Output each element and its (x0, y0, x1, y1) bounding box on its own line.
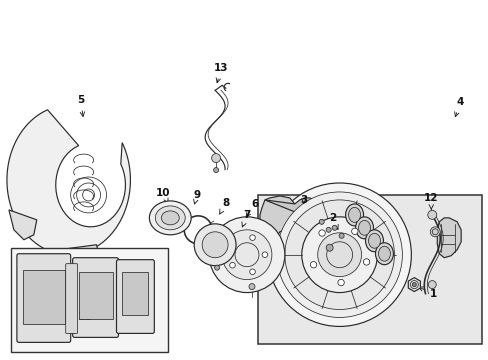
Circle shape (331, 225, 336, 230)
Polygon shape (264, 198, 317, 216)
FancyBboxPatch shape (116, 260, 154, 333)
Circle shape (318, 230, 325, 236)
Circle shape (276, 192, 402, 318)
Circle shape (249, 235, 255, 240)
Ellipse shape (355, 217, 373, 239)
Polygon shape (59, 245, 99, 265)
Circle shape (194, 224, 236, 266)
Polygon shape (9, 210, 37, 240)
Circle shape (310, 261, 316, 268)
Polygon shape (436, 218, 460, 258)
Circle shape (229, 262, 235, 268)
Bar (11, 248, 168, 352)
Text: 7: 7 (242, 210, 250, 227)
Text: 12: 12 (423, 193, 438, 209)
Ellipse shape (375, 243, 393, 265)
Circle shape (249, 269, 255, 275)
Circle shape (222, 230, 271, 280)
Circle shape (339, 233, 344, 238)
Circle shape (211, 154, 220, 163)
Polygon shape (407, 278, 420, 292)
Circle shape (209, 217, 285, 293)
Ellipse shape (365, 230, 383, 252)
Circle shape (325, 244, 332, 251)
Ellipse shape (348, 207, 360, 222)
Circle shape (285, 200, 394, 310)
Ellipse shape (161, 211, 179, 225)
Circle shape (213, 167, 218, 172)
Ellipse shape (358, 220, 370, 235)
Text: 4: 4 (454, 97, 463, 117)
FancyBboxPatch shape (65, 264, 78, 333)
Polygon shape (7, 110, 130, 255)
Circle shape (429, 227, 439, 237)
Text: 1: 1 (418, 287, 436, 298)
Circle shape (363, 259, 369, 265)
Ellipse shape (345, 204, 363, 226)
Text: 5: 5 (77, 95, 84, 117)
Circle shape (351, 228, 357, 234)
Circle shape (427, 210, 436, 219)
Bar (122, 272, 148, 315)
Circle shape (229, 242, 235, 247)
Circle shape (411, 283, 415, 287)
Circle shape (317, 233, 361, 276)
Bar (79, 272, 112, 319)
FancyBboxPatch shape (17, 254, 71, 342)
Text: 13: 13 (213, 63, 228, 83)
Text: 10: 10 (156, 188, 170, 203)
Text: 6: 6 (245, 199, 258, 217)
Circle shape (427, 280, 435, 289)
Bar (258, 195, 481, 345)
Ellipse shape (149, 201, 191, 235)
Polygon shape (260, 196, 297, 240)
Circle shape (214, 265, 219, 270)
Ellipse shape (368, 233, 380, 248)
Text: 11: 11 (77, 307, 92, 323)
Ellipse shape (378, 246, 389, 261)
Circle shape (319, 219, 324, 224)
Circle shape (202, 232, 227, 258)
Text: 3: 3 (300, 195, 307, 205)
Circle shape (301, 217, 377, 293)
Circle shape (248, 284, 254, 289)
Text: 9: 9 (193, 190, 201, 204)
Circle shape (267, 183, 410, 327)
Ellipse shape (155, 206, 185, 230)
Text: 8: 8 (219, 198, 229, 214)
FancyBboxPatch shape (73, 258, 118, 337)
Circle shape (262, 252, 267, 257)
Circle shape (325, 227, 330, 232)
Bar (23, 270, 64, 324)
Text: 2: 2 (328, 213, 338, 229)
Circle shape (337, 279, 344, 286)
